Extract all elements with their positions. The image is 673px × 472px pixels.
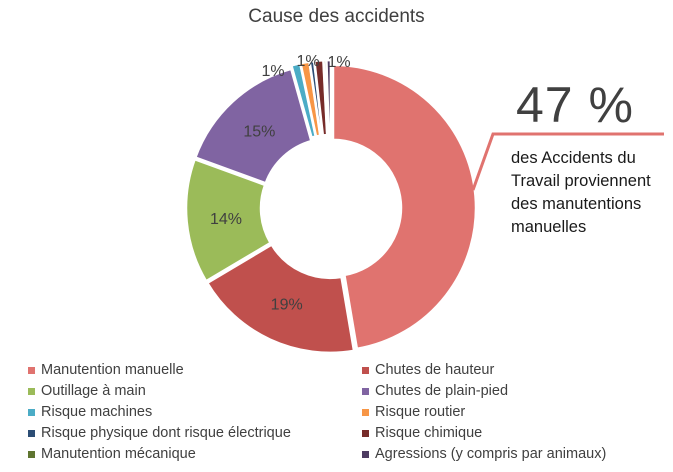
slice-agressions-y-compris-par-animaux- bbox=[325, 58, 333, 137]
legend-swatch bbox=[362, 450, 369, 458]
data-label: 1% bbox=[327, 54, 350, 71]
legend-label: Chutes de hauteur bbox=[375, 362, 495, 378]
legend-swatch bbox=[28, 408, 35, 416]
legend-swatch bbox=[362, 408, 369, 416]
legend-label: Risque machines bbox=[41, 404, 153, 420]
legend-item: Chutes de hauteur bbox=[362, 361, 494, 379]
legend-label: Risque physique dont risque électrique bbox=[41, 425, 291, 441]
legend-label: Manutention mécanique bbox=[41, 446, 196, 462]
legend-item: Risque machines bbox=[28, 403, 152, 421]
slice-manutention-manuelle bbox=[331, 63, 478, 351]
legend-item: Risque physique dont risque électrique bbox=[28, 424, 291, 442]
legend-item: Manutention mécanique bbox=[28, 445, 196, 463]
legend-swatch bbox=[362, 366, 369, 374]
legend-item: Agressions (y compris par animaux) bbox=[362, 445, 606, 463]
legend-label: Chutes de plain-pied bbox=[375, 383, 509, 399]
legend-swatch bbox=[28, 429, 35, 437]
legend-swatch bbox=[28, 387, 35, 395]
legend-label: Risque routier bbox=[375, 404, 466, 420]
legend-label: Outillage à main bbox=[41, 383, 146, 399]
chart-title: Cause des accidents bbox=[248, 6, 425, 27]
callout-value: 47 % bbox=[516, 77, 634, 133]
legend-item: Outillage à main bbox=[28, 382, 146, 400]
legend-item: Chutes de plain-pied bbox=[362, 382, 508, 400]
legend-label: Agressions (y compris par animaux) bbox=[375, 446, 607, 462]
data-label: 1% bbox=[261, 63, 284, 80]
legend-swatch bbox=[28, 366, 35, 374]
slice-outillage-main bbox=[184, 157, 273, 283]
callout-line bbox=[471, 132, 664, 191]
legend-item: Risque routier bbox=[362, 403, 465, 421]
legend-item: Manutention manuelle bbox=[28, 361, 184, 379]
data-label: 15% bbox=[243, 124, 275, 141]
legend-item: Risque chimique bbox=[362, 424, 482, 442]
data-label: 14% bbox=[210, 211, 242, 228]
callout-text: des Accidents du Travail proviennent des… bbox=[511, 149, 651, 236]
legend-swatch bbox=[362, 429, 369, 437]
legend-swatch bbox=[362, 387, 369, 395]
data-label: 1% bbox=[296, 53, 319, 70]
slice-chutes-de-hauteur bbox=[205, 242, 356, 354]
legend-label: Manutention manuelle bbox=[41, 362, 184, 378]
legend-swatch bbox=[28, 450, 35, 458]
data-label: 19% bbox=[271, 297, 303, 314]
legend-label: Risque chimique bbox=[375, 425, 483, 441]
